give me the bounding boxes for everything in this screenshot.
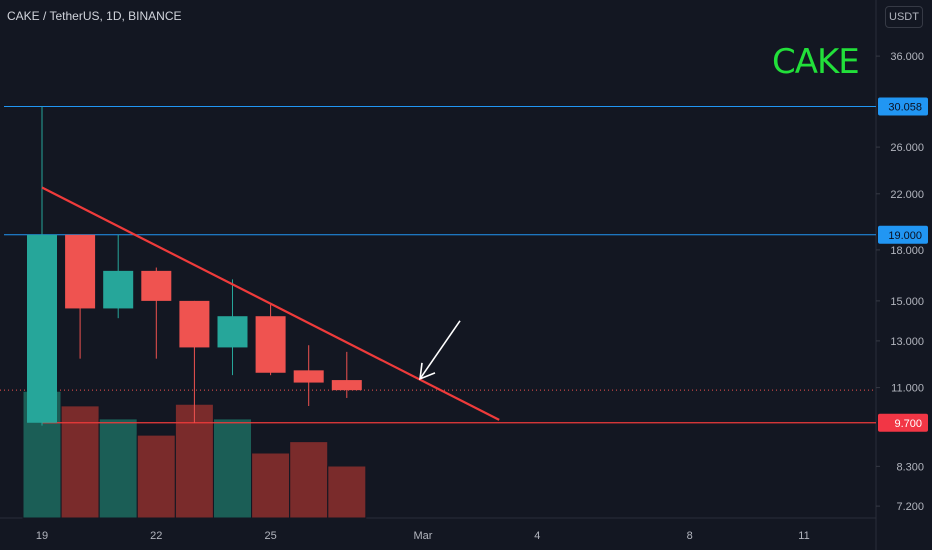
trend-line [41,186,500,421]
price-tag-label: 30.058 [888,102,922,114]
currency-button[interactable]: USDT [885,6,923,28]
candle-body [255,316,286,373]
volume-bar [327,465,367,519]
price-tag [878,97,928,116]
price-axis-label: 7.200 [896,501,924,513]
price-tag-label: 19.000 [888,230,922,242]
price-tag-label: 9.700 [894,418,922,430]
price-tag [878,225,928,244]
volume-bar [98,418,138,519]
volume-bar [136,434,176,519]
volume-bar [251,452,291,519]
candle-body [103,270,134,309]
candle-body [331,380,362,391]
price-tag [878,413,928,432]
price-axis-label: 13.000 [890,336,924,348]
arrow-annotation [419,320,461,380]
candle-body [27,234,57,423]
candle-body [293,370,324,383]
time-axis-label: 19 [36,530,48,542]
price-axis-label: 15.000 [890,296,924,308]
time-axis-label: 4 [534,530,540,542]
candle-body [141,270,172,301]
time-axis-label: 25 [264,530,276,542]
arrow-head [419,362,436,381]
volume-bar [60,405,100,519]
volume-bar [213,418,252,519]
volume-bar [289,441,329,519]
price-axis-label: 26.000 [890,142,924,154]
time-axis-label: 11 [798,530,809,542]
price-axis-label: 8.300 [896,461,924,473]
price-axis-label: 22.000 [890,189,924,201]
symbol-watermark: CAKE [772,42,860,82]
candle-body [217,316,248,348]
time-axis-label: 22 [150,530,162,542]
candle-body [65,234,96,309]
time-axis-label: 8 [687,530,693,542]
time-axis-label: Mar [414,530,433,542]
price-axis-label: 36.000 [890,51,924,63]
symbol-title[interactable]: CAKE / TetherUS, 1D, BINANCE [7,9,182,23]
price-axis-label: 11.000 [891,383,924,395]
price-axis-label: 18.000 [890,245,924,257]
candle-body [179,300,210,348]
